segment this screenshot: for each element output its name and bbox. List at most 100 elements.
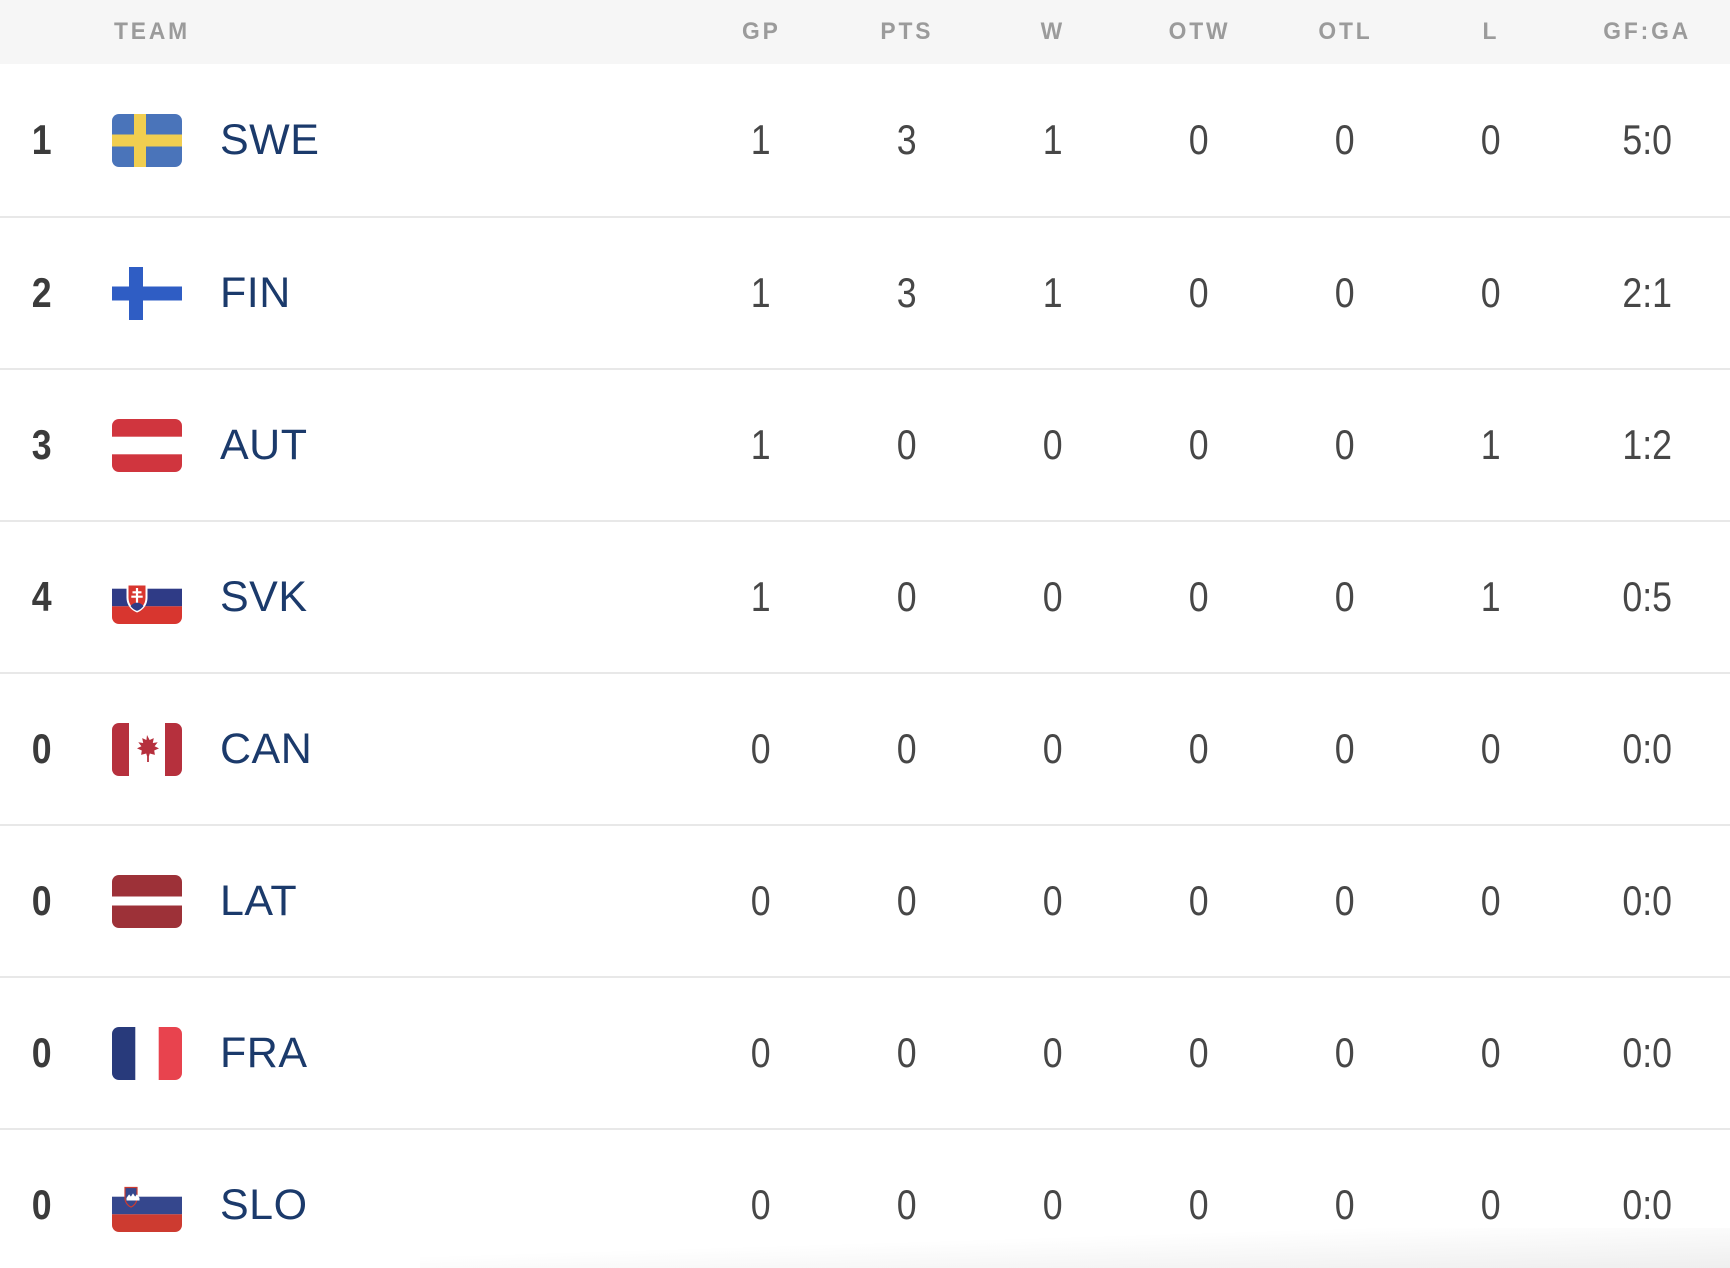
stat-w: 1: [1043, 116, 1063, 163]
col-header-w: W: [1040, 18, 1066, 45]
rank-value: 0: [32, 1181, 52, 1228]
stat-otl: 0: [1335, 877, 1355, 924]
stat-otw: 0: [1189, 725, 1209, 772]
table-row: 3 AUT 1 0 0 0 0 1 1:2: [0, 368, 1730, 520]
team-code: SLO: [220, 1180, 308, 1229]
stat-l: 0: [1481, 1181, 1501, 1228]
table-row: 0 FRA 0 0 0 0 0 0 0:0: [0, 976, 1730, 1128]
stat-l: 1: [1481, 573, 1501, 620]
stat-otl: 0: [1335, 116, 1355, 163]
team-cell[interactable]: SLO: [84, 1178, 688, 1232]
team-code: FRA: [220, 1028, 308, 1077]
table-row: 2 FIN 1 3 1 0 0 0 2:1: [0, 216, 1730, 368]
stat-otl: 0: [1335, 269, 1355, 316]
team-code: AUT: [220, 420, 308, 469]
stat-gp: 1: [751, 116, 771, 163]
stat-gp: 1: [751, 421, 771, 468]
table-header-row: TEAM GP PTS W OTW OTL L GF:GA: [0, 0, 1730, 64]
team-cell[interactable]: SVK: [84, 570, 688, 624]
stat-w: 0: [1043, 421, 1063, 468]
stat-otl: 0: [1335, 1029, 1355, 1076]
stat-otw: 0: [1189, 1029, 1209, 1076]
stat-gfga: 0:0: [1622, 877, 1672, 924]
table-body: 1 SWE 1 3 1 0 0 0 5:0 2 FIN 1 3 1 0 0 0 …: [0, 64, 1730, 1268]
stat-otw: 0: [1189, 877, 1209, 924]
stat-gp: 0: [751, 1029, 771, 1076]
team-cell[interactable]: CAN: [84, 722, 688, 776]
rank-value: 2: [32, 269, 52, 316]
stat-otw: 0: [1189, 573, 1209, 620]
stat-otw: 0: [1189, 1181, 1209, 1228]
stat-w: 0: [1043, 725, 1063, 772]
table-row: 0 CAN 0 0 0 0 0 0 0:0: [0, 672, 1730, 824]
stat-pts: 0: [897, 421, 917, 468]
rank-value: 0: [32, 725, 52, 772]
col-header-otw: OTW: [1168, 18, 1230, 45]
stat-l: 0: [1481, 725, 1501, 772]
stat-l: 0: [1481, 116, 1501, 163]
stat-otl: 0: [1335, 573, 1355, 620]
stat-w: 0: [1043, 1181, 1063, 1228]
stat-gp: 0: [751, 1181, 771, 1228]
team-cell[interactable]: LAT: [84, 874, 688, 928]
stat-pts: 0: [897, 1029, 917, 1076]
team-cell[interactable]: FRA: [84, 1026, 688, 1080]
team-cell[interactable]: SWE: [84, 113, 688, 167]
flag-france-icon: [112, 1026, 182, 1080]
stat-gp: 1: [751, 573, 771, 620]
team-code: LAT: [220, 876, 298, 925]
stat-w: 0: [1043, 1029, 1063, 1076]
col-header-gfga: GF:GA: [1603, 18, 1691, 45]
team-cell[interactable]: AUT: [84, 418, 688, 472]
stat-gp: 1: [751, 269, 771, 316]
stat-gp: 0: [751, 725, 771, 772]
flag-finland-icon: [112, 266, 182, 320]
table-row: 0 LAT 0 0 0 0 0 0 0:0: [0, 824, 1730, 976]
stat-pts: 0: [897, 1181, 917, 1228]
stat-l: 0: [1481, 269, 1501, 316]
flag-canada-icon: [112, 722, 182, 776]
team-code: SWE: [220, 115, 320, 164]
stat-otw: 0: [1189, 421, 1209, 468]
team-code: CAN: [220, 724, 313, 773]
stat-gfga: 1:2: [1622, 421, 1672, 468]
stat-gfga: 0:0: [1622, 1181, 1672, 1228]
stat-pts: 3: [897, 116, 917, 163]
stat-otw: 0: [1189, 269, 1209, 316]
stat-pts: 0: [897, 573, 917, 620]
stat-l: 1: [1481, 421, 1501, 468]
stat-otl: 0: [1335, 1181, 1355, 1228]
stat-w: 1: [1043, 269, 1063, 316]
stat-w: 0: [1043, 573, 1063, 620]
rank-value: 3: [32, 421, 52, 468]
rank-value: 0: [32, 1029, 52, 1076]
col-header-team: TEAM: [114, 18, 190, 45]
stat-pts: 0: [897, 877, 917, 924]
stat-pts: 0: [897, 725, 917, 772]
stat-pts: 3: [897, 269, 917, 316]
stat-otw: 0: [1189, 116, 1209, 163]
rank-value: 4: [32, 573, 52, 620]
stat-gfga: 0:0: [1622, 1029, 1672, 1076]
stat-l: 0: [1481, 877, 1501, 924]
team-cell[interactable]: FIN: [84, 266, 688, 320]
stat-l: 0: [1481, 1029, 1501, 1076]
stat-gp: 0: [751, 877, 771, 924]
stat-gfga: 5:0: [1622, 116, 1672, 163]
col-header-gp: GP: [741, 18, 781, 45]
table-row: 4 SVK 1 0 0 0 0 1 0:5: [0, 520, 1730, 672]
col-header-pts: PTS: [880, 18, 934, 45]
stat-gfga: 2:1: [1622, 269, 1672, 316]
flag-sweden-icon: [112, 113, 182, 167]
table-row: 1 SWE 1 3 1 0 0 0 5:0: [0, 64, 1730, 216]
rank-value: 0: [32, 877, 52, 924]
stat-otl: 0: [1335, 725, 1355, 772]
stat-w: 0: [1043, 877, 1063, 924]
team-code: FIN: [220, 268, 291, 317]
col-header-l: L: [1482, 18, 1500, 45]
stat-gfga: 0:5: [1622, 573, 1672, 620]
flag-slovenia-icon: [112, 1178, 182, 1232]
flag-austria-icon: [112, 418, 182, 472]
stat-otl: 0: [1335, 421, 1355, 468]
